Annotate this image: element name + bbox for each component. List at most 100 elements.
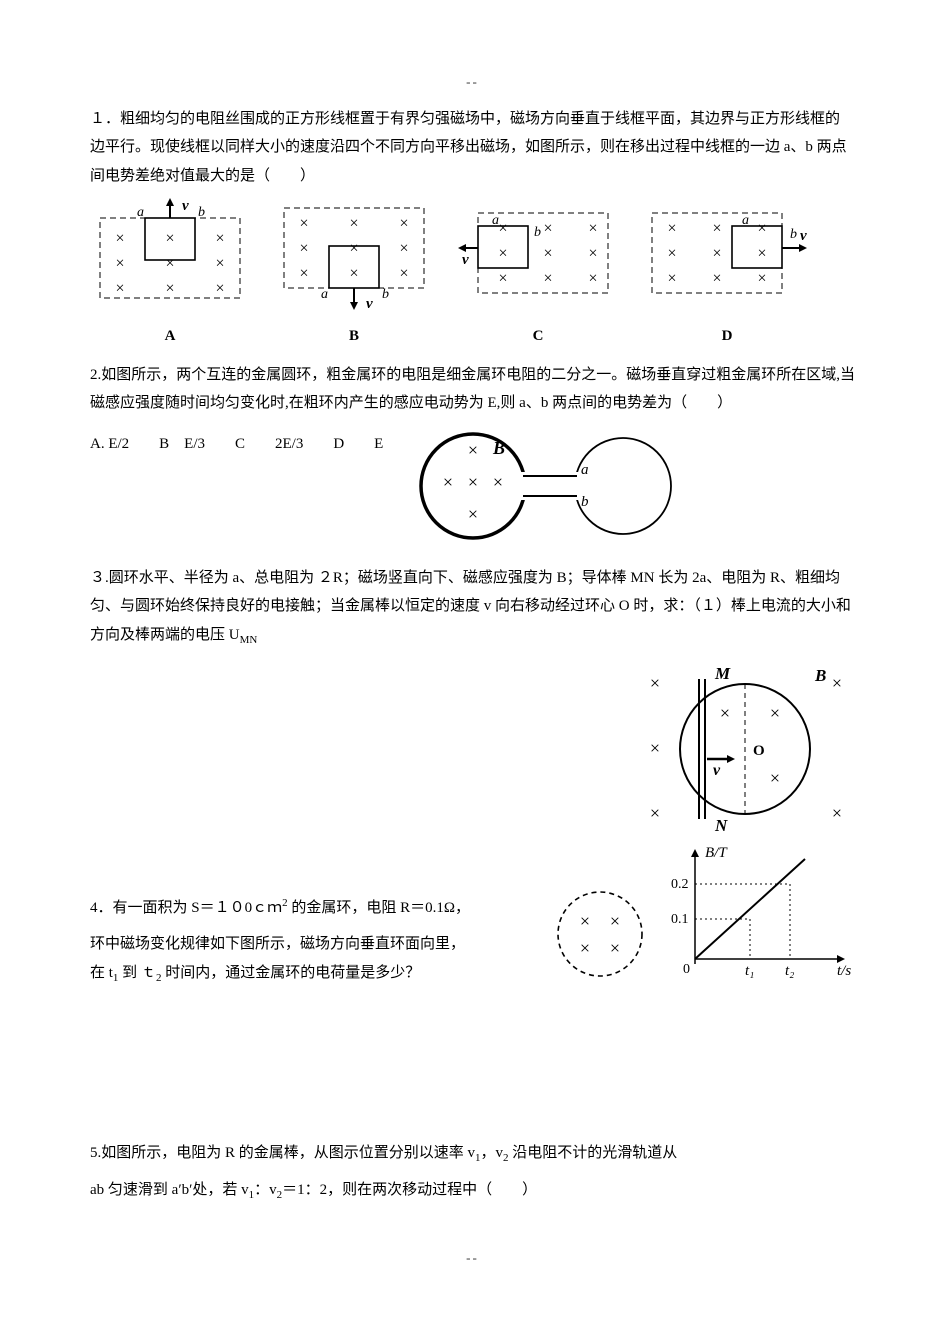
svg-text:×: × (299, 265, 308, 282)
q1-fig-c: ××× ××× ××× v a b (458, 198, 618, 308)
q3-text: 圆环水平、半径为 a、总电阻为 ２R；磁场竖直向下、磁感应强度为 B；导体棒 M… (90, 570, 851, 643)
svg-text:×: × (215, 230, 224, 247)
svg-text:×: × (349, 215, 358, 232)
question-3: ３.圆环水平、半径为 a、总电阻为 ２R；磁场竖直向下、磁感应强度为 B；导体棒… (90, 564, 855, 651)
svg-text:×: × (610, 911, 620, 931)
q5-l2c: ＝1：2，则在两次移动过程中（ ） (282, 1182, 537, 1198)
svg-text:×: × (667, 245, 676, 262)
question-2: 2.如图所示，两个互连的金属圆环，粗金属环的电阻是细金属环电阻的二分之一。磁场垂… (90, 361, 855, 418)
svg-text:×: × (115, 280, 124, 297)
svg-text:×: × (543, 245, 552, 262)
svg-text:×: × (115, 255, 124, 272)
svg-text:×: × (712, 245, 721, 262)
svg-text:v: v (182, 198, 189, 214)
q4-xtick-1: t₁ (745, 963, 754, 979)
svg-text:×: × (543, 270, 552, 287)
svg-text:×: × (770, 703, 780, 723)
svg-text:×: × (349, 240, 358, 257)
svg-text:×: × (650, 673, 660, 693)
q4-l3b: 到 ｔ (118, 965, 156, 981)
q4-l2: 环中磁场变化规律如下图所示，磁场方向垂直环面向里， (90, 930, 535, 959)
svg-text:×: × (468, 504, 478, 524)
q1-label-c: C (458, 322, 618, 351)
svg-text:×: × (720, 703, 730, 723)
page-footer-dash: -- (90, 1246, 855, 1271)
svg-text:v: v (366, 296, 373, 312)
svg-text:×: × (757, 245, 766, 262)
q4-number: 4． (90, 900, 113, 916)
svg-text:×: × (498, 245, 507, 262)
svg-text:×: × (610, 938, 620, 958)
q2-a-label: a (581, 462, 589, 478)
svg-text:×: × (667, 220, 676, 237)
svg-text:×: × (580, 938, 590, 958)
q4-xlabel: t/s (837, 963, 851, 979)
q1-text: 粗细均匀的电阻丝围成的正方形线框置于有界匀强磁场中，磁场方向垂直于线框平面，其边… (90, 111, 847, 184)
svg-text:×: × (832, 673, 842, 693)
svg-text:×: × (588, 245, 597, 262)
svg-text:v: v (713, 762, 721, 779)
svg-text:×: × (299, 240, 308, 257)
q3-figure: v O M N B ×× × ×× × ×× (615, 659, 855, 839)
q1-figure-labels: A B C D (90, 322, 855, 351)
question-5-line2: ab 匀速滑到 a′b′处，若 v1：v2＝1：2，则在两次移动过程中（ ） (90, 1176, 855, 1206)
svg-text:×: × (215, 280, 224, 297)
svg-text:N: N (714, 816, 728, 835)
svg-text:v: v (800, 228, 807, 244)
svg-text:×: × (399, 265, 408, 282)
svg-text:×: × (832, 803, 842, 823)
svg-text:×: × (543, 220, 552, 237)
svg-text:B: B (814, 666, 826, 685)
q1-figures-row: × × × × × × × × × v a b × × × × × × × × × v a b × × × … (90, 198, 855, 318)
q1-label-d: D (642, 322, 812, 351)
svg-text:×: × (165, 255, 174, 272)
svg-text:×: × (650, 738, 660, 758)
q4-ytick-1: 0.1 (671, 912, 689, 927)
svg-text:×: × (493, 472, 503, 492)
q2-options: A. E/2 B E/3 C 2E/3 D E (90, 428, 383, 459)
q2-B-label: B (492, 438, 505, 458)
svg-text:×: × (588, 270, 597, 287)
svg-text:×: × (349, 265, 358, 282)
svg-text:O: O (753, 743, 765, 759)
svg-text:×: × (165, 280, 174, 297)
svg-text:a: a (137, 205, 144, 220)
svg-text:×: × (757, 220, 766, 237)
question-1: １．粗细均匀的电阻丝围成的正方形线框置于有界匀强磁场中，磁场方向垂直于线框平面，… (90, 105, 855, 191)
q5-l2a: ab 匀速滑到 a′b′处，若 v (90, 1182, 249, 1198)
svg-text:×: × (299, 215, 308, 232)
question-4-row: 4．有一面积为 S＝１０0ｃｍ2 的金属环，电阻 R＝0.1Ω， 环中磁场变化规… (90, 839, 855, 989)
svg-text:×: × (757, 270, 766, 287)
q5-l2b: ：v (254, 1182, 277, 1198)
svg-text:×: × (712, 220, 721, 237)
svg-text:×: × (468, 440, 478, 460)
page-header-dash: -- (90, 70, 855, 95)
svg-text:×: × (399, 215, 408, 232)
q4-ytick-2: 0.2 (671, 877, 689, 892)
q1-number: １． (90, 111, 120, 127)
svg-text:×: × (580, 911, 590, 931)
svg-text:×: × (165, 230, 174, 247)
q1-fig-b: × × × × × × × × × v a b (274, 198, 434, 318)
q4-ring-figure: × × × × (545, 879, 655, 989)
q2-b-label: b (581, 494, 589, 510)
svg-text:×: × (115, 230, 124, 247)
svg-text:b: b (382, 287, 389, 302)
q4-l1b: 的金属环，电阻 R＝0.1Ω， (288, 900, 470, 916)
svg-text:M: M (714, 664, 731, 683)
svg-text:×: × (712, 270, 721, 287)
q1-label-a: A (90, 322, 250, 351)
svg-text:a: a (492, 213, 499, 228)
q4-l3c: 时间内，通过金属环的电荷量是多少？ (161, 965, 420, 981)
svg-text:a: a (742, 213, 749, 228)
q4-origin: 0 (683, 962, 690, 977)
svg-text:a: a (321, 287, 328, 302)
svg-text:×: × (498, 270, 507, 287)
q2-number: 2. (90, 367, 101, 383)
q5-l1c: 沿电阻不计的光滑轨道从 (509, 1145, 678, 1161)
svg-text:b: b (534, 225, 541, 240)
svg-text:×: × (399, 240, 408, 257)
svg-text:×: × (588, 220, 597, 237)
q4-chart: B/T t/s 0.1 0.2 0 t₁ t₂ (665, 839, 855, 989)
svg-text:×: × (498, 220, 507, 237)
